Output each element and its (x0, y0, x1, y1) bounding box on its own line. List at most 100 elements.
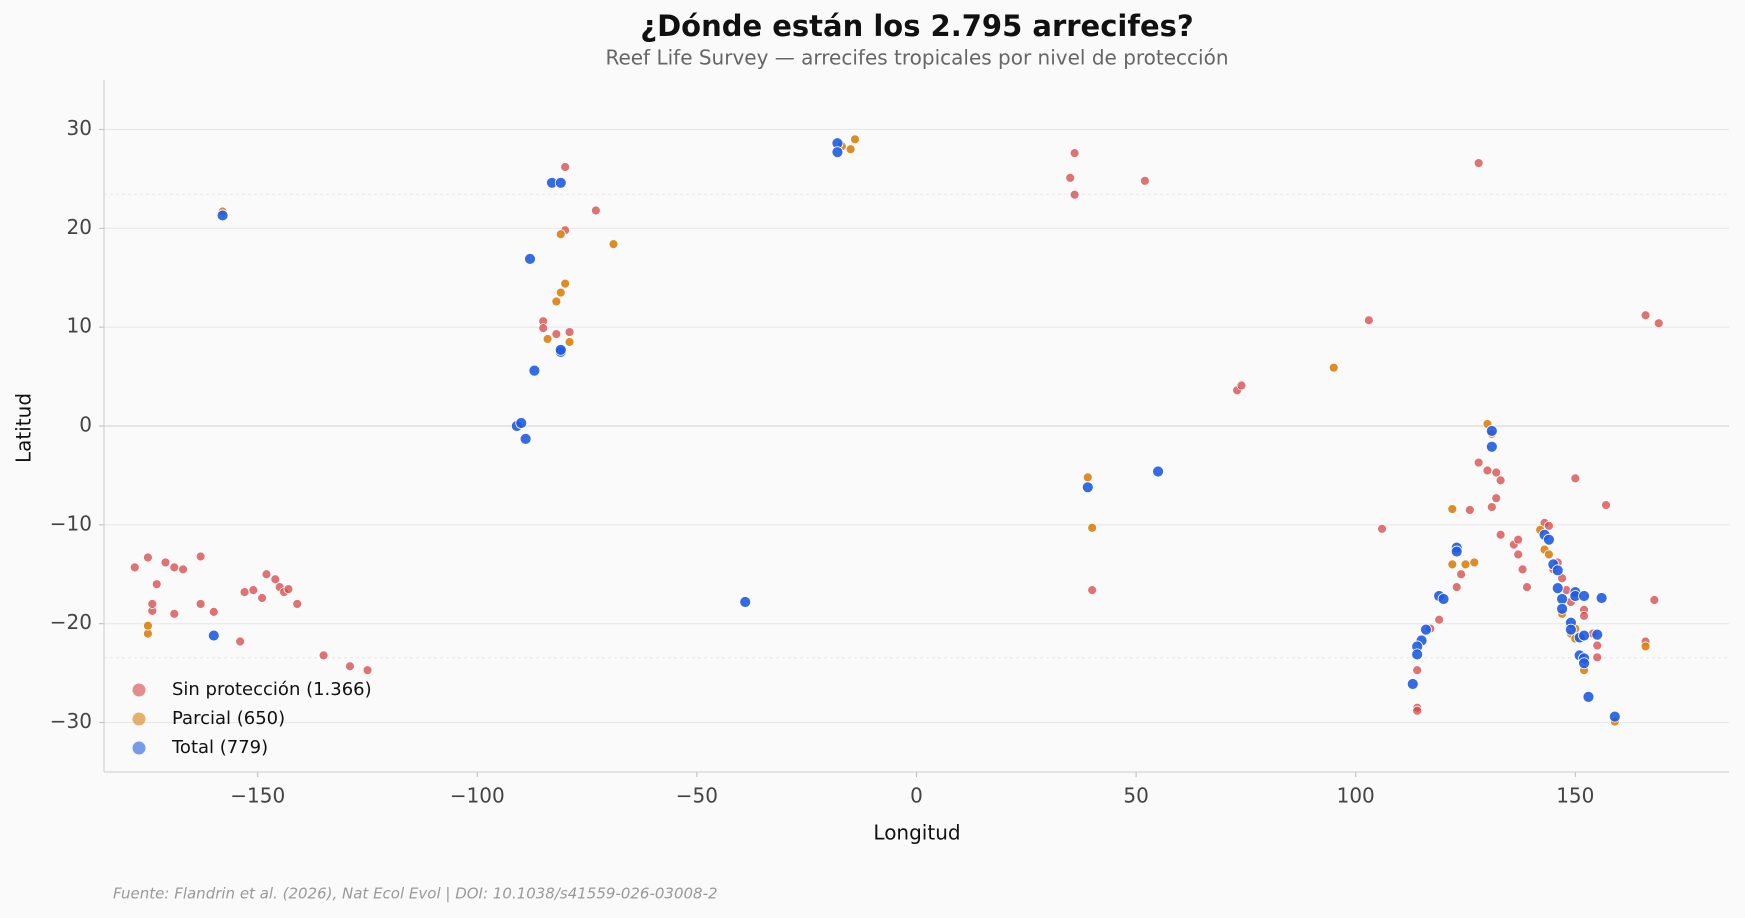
point (1469, 557, 1480, 568)
point (554, 176, 567, 189)
point (551, 329, 562, 339)
point (169, 562, 180, 573)
series (207, 137, 1621, 723)
point (564, 337, 575, 347)
point (1420, 623, 1432, 636)
point (129, 562, 140, 573)
point (1544, 520, 1554, 531)
x-tick-label: −150 (230, 784, 285, 808)
point (1578, 657, 1590, 670)
point (1570, 473, 1581, 484)
point (608, 239, 619, 250)
point (1065, 172, 1076, 183)
chart-subtitle: Reef Life Survey — arrecifes tropicales … (605, 46, 1228, 70)
point (1551, 564, 1564, 577)
point (1556, 602, 1569, 615)
point (1451, 582, 1462, 593)
point (1551, 582, 1564, 595)
x-tick-label: −50 (676, 784, 718, 808)
point (178, 564, 188, 575)
point (292, 599, 303, 609)
point (143, 620, 153, 631)
point (1653, 318, 1664, 329)
point (1087, 585, 1098, 596)
point (1464, 505, 1475, 515)
point (1601, 500, 1611, 510)
point (1236, 380, 1247, 391)
point (270, 574, 281, 585)
legend-label: Parcial (650) (172, 708, 285, 729)
point (1152, 465, 1164, 478)
point (1582, 690, 1595, 703)
point (160, 557, 171, 568)
point (845, 144, 856, 155)
point (151, 579, 162, 590)
point (1595, 592, 1608, 604)
point (831, 146, 844, 159)
point (1543, 533, 1555, 546)
point (147, 599, 158, 609)
point (1495, 529, 1506, 540)
point (1411, 648, 1424, 661)
point (555, 229, 566, 240)
point (195, 599, 206, 609)
point (1412, 705, 1423, 716)
point (1485, 425, 1498, 437)
point (551, 296, 562, 307)
point (345, 661, 355, 672)
point (739, 596, 752, 608)
source-note: Fuente: Flandrin et al. (2026), Nat Ecol… (113, 885, 718, 903)
point (1556, 593, 1569, 605)
point (1640, 310, 1651, 321)
legend-marker (132, 683, 146, 697)
chart-title: ¿Dónde están los 2.795 arrecifes? (640, 9, 1193, 43)
x-tick-label: 50 (1123, 784, 1148, 808)
point (542, 334, 553, 344)
point (1082, 472, 1093, 483)
point (207, 629, 220, 642)
x-tick-label: 0 (910, 784, 923, 808)
y-tick-label: 20 (67, 215, 92, 239)
point (560, 278, 571, 289)
y-tick-label: −20 (50, 610, 92, 634)
point (1437, 593, 1450, 605)
point (519, 432, 532, 445)
point (143, 552, 153, 563)
point (283, 584, 294, 595)
point (524, 253, 536, 265)
x-tick-label: 150 (1556, 784, 1594, 808)
y-tick-label: 30 (67, 116, 92, 140)
point (216, 209, 229, 222)
point (1069, 148, 1080, 159)
point (515, 417, 528, 429)
point (1139, 175, 1150, 186)
point (1087, 522, 1098, 533)
point (1592, 640, 1603, 651)
point (318, 650, 329, 661)
point (1544, 549, 1554, 560)
point (1592, 652, 1603, 663)
point (195, 551, 206, 562)
y-tick-label: 0 (79, 413, 92, 437)
point (257, 593, 268, 603)
point (1579, 610, 1589, 621)
point (1447, 559, 1458, 570)
x-tick-label: 100 (1337, 784, 1375, 808)
y-axis-label: Latitud (12, 393, 36, 463)
point (850, 134, 860, 145)
point (1456, 569, 1466, 580)
point (1473, 158, 1484, 168)
x-tick-label: −100 (450, 784, 505, 808)
point (1564, 623, 1577, 636)
y-tick-label: −30 (50, 709, 92, 733)
point (555, 287, 566, 298)
x-axis-label: Longitud (873, 821, 960, 845)
point (261, 569, 272, 580)
point (169, 608, 180, 619)
point (1578, 629, 1590, 642)
point (528, 364, 541, 377)
point (1491, 493, 1502, 504)
legend-marker (132, 741, 146, 755)
